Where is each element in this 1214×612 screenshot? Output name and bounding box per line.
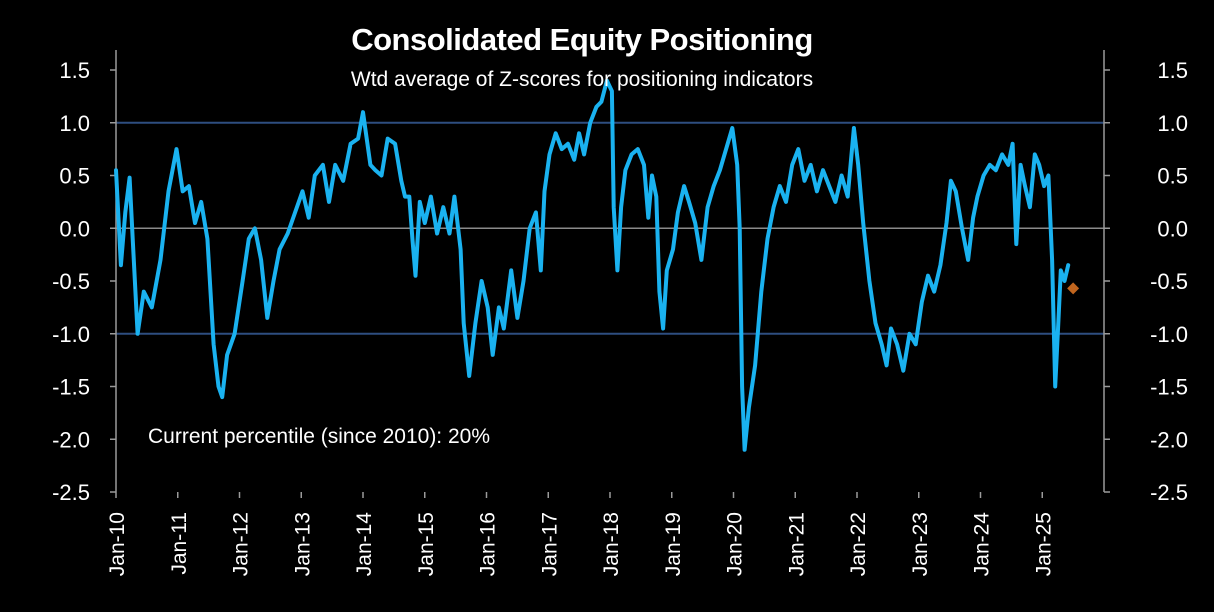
x-tick-label: Jan-11 <box>168 512 191 575</box>
left-y-tick-label: -0.5 <box>52 269 90 294</box>
left-y-tick-label: -1.0 <box>52 322 90 347</box>
left-y-tick-label: 0.5 <box>59 164 90 189</box>
chart-title: Consolidated Equity Positioning <box>351 22 813 57</box>
chart-subtitle: Wtd average of Z-scores for positioning … <box>351 68 813 91</box>
right-y-tick-label: -0.5 <box>1150 269 1188 294</box>
x-tick-label: Jan-21 <box>785 512 808 576</box>
right-y-tick-label: 1.5 <box>1157 58 1188 83</box>
x-tick-label: Jan-17 <box>538 512 561 576</box>
x-tick-label: Jan-20 <box>724 512 747 576</box>
grid-layer <box>116 121 1104 335</box>
left-y-tick-label: -1.5 <box>52 375 90 400</box>
x-tick-label: Jan-25 <box>1032 512 1055 576</box>
right-y-tick-label: -2.5 <box>1150 480 1188 505</box>
left-y-tick-label: 1.0 <box>59 111 90 136</box>
text-layer: Consolidated Equity Positioning Wtd aver… <box>52 22 1188 576</box>
x-tick-label: Jan-14 <box>353 512 376 577</box>
right-y-tick-label: 1.0 <box>1157 111 1188 136</box>
x-tick-label: Jan-24 <box>971 512 994 577</box>
right-y-tick-label: 0.0 <box>1157 216 1188 241</box>
axes-layer <box>110 50 1110 498</box>
left-y-tick-label: -2.0 <box>52 427 90 452</box>
x-tick-label: Jan-16 <box>477 512 500 576</box>
x-tick-label: Jan-15 <box>415 512 438 576</box>
series-line-0 <box>114 78 1071 452</box>
left-y-tick-label: 0.0 <box>59 216 90 241</box>
x-tick-label: Jan-13 <box>291 512 314 576</box>
right-y-tick-label: -1.0 <box>1150 322 1188 347</box>
right-y-tick-label: 0.5 <box>1157 164 1188 189</box>
series-layer <box>114 78 1071 452</box>
x-tick-label: Jan-12 <box>230 512 253 576</box>
x-tick-label: Jan-23 <box>909 512 932 576</box>
x-tick-label: Jan-10 <box>106 512 129 576</box>
marker-layer <box>1067 282 1080 295</box>
left-y-tick-label: 1.5 <box>59 58 90 83</box>
right-y-tick-label: -1.5 <box>1150 375 1188 400</box>
right-y-tick-label: -2.0 <box>1150 427 1188 452</box>
left-y-tick-label: -2.5 <box>52 480 90 505</box>
x-tick-label: Jan-18 <box>600 512 623 576</box>
current-percentile-annotation: Current percentile (since 2010): 20% <box>148 425 490 448</box>
x-tick-label: Jan-19 <box>662 512 685 576</box>
x-tick-label: Jan-22 <box>847 512 870 576</box>
current-value-marker <box>1067 282 1080 295</box>
